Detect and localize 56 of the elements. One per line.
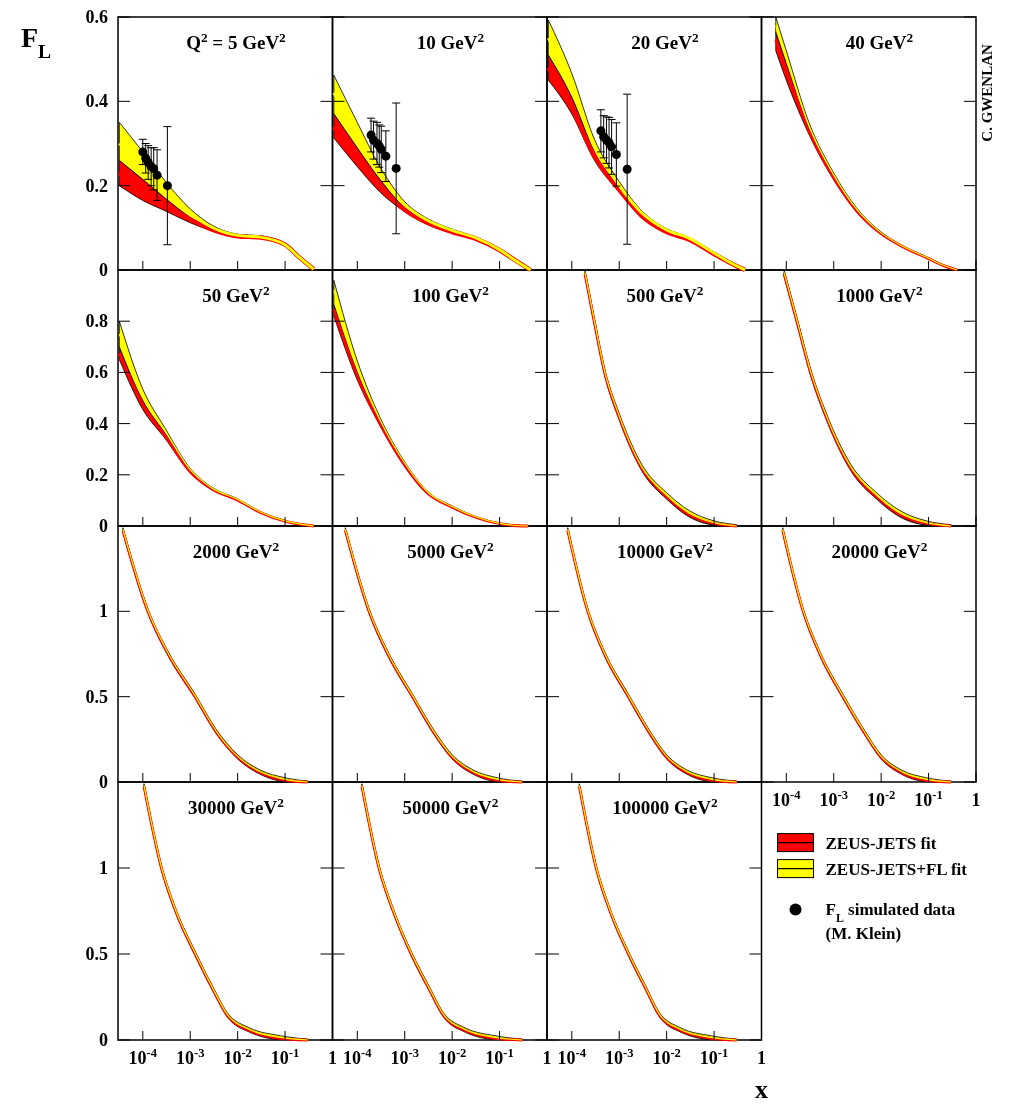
y-tick-label: 0 xyxy=(99,1030,108,1050)
y-tick-label: 0 xyxy=(99,516,108,536)
y-tick-label: 0 xyxy=(99,772,108,792)
x-tick-label: 10$^{-2}$ xyxy=(652,1046,681,1068)
x-tick-label: 10$^{-1}$ xyxy=(914,788,943,810)
x-tick-label: 10$^{-1}$ xyxy=(699,1046,729,1068)
y-tick-label: 0.5 xyxy=(85,686,108,707)
x-axis-title: x xyxy=(755,1075,768,1104)
x-tick-label: 10$^{-2}$ xyxy=(866,788,896,810)
text: 20000 GeV$^{2}$ xyxy=(831,538,928,562)
x-tick-label: 10$^{-4}$ xyxy=(128,1046,158,1068)
x-tick-label: 10$^{-3}$ xyxy=(819,788,848,810)
text: 100000 GeV$^{2}$ xyxy=(612,794,718,818)
y-tick-label: 1 xyxy=(99,601,108,622)
text: Q$^{2}$ = 5 GeV$^{2}$ xyxy=(186,29,287,53)
x-tick-label: 10$^{-2}$ xyxy=(437,1046,467,1068)
text: 5000 GeV$^{2}$ xyxy=(407,538,494,562)
text: 500 GeV$^{2}$ xyxy=(626,282,704,306)
x-tick-label: 10$^{-3}$ xyxy=(604,1046,634,1068)
y-tick-label: 0.6 xyxy=(85,7,108,27)
text: 50000 GeV$^{2}$ xyxy=(402,794,499,818)
x-tick-label: 10$^{-4}$ xyxy=(772,788,802,810)
x-tick-label: 10$^{-3}$ xyxy=(390,1046,419,1068)
text: F$_{L}$ simulated data (M. Klein) xyxy=(825,899,956,943)
x-tick-label: 1 xyxy=(542,1048,552,1068)
y-tick-label: 0.8 xyxy=(85,311,108,332)
text: 30000 GeV$^{2}$ xyxy=(188,794,285,818)
legend-label: ZEUS-JETS+FL fit xyxy=(825,859,968,879)
text: 20 GeV$^{2}$ xyxy=(631,29,699,53)
text: 40 GeV$^{2}$ xyxy=(845,29,914,53)
text: 100 GeV$^{2}$ xyxy=(412,282,490,306)
x-tick-label: 1 xyxy=(971,790,981,810)
y-tick-label: 0.4 xyxy=(85,91,108,112)
x-tick-label: 1 xyxy=(328,1048,337,1068)
text: C. GWENLAN xyxy=(979,43,995,142)
y-tick-label: 0.4 xyxy=(85,413,108,434)
text: 1000 GeV$^{2}$ xyxy=(836,282,923,306)
y-tick-label: 0.6 xyxy=(85,362,108,383)
text: 10000 GeV$^{2}$ xyxy=(617,538,714,562)
x-tick-label: 10$^{-4}$ xyxy=(343,1046,373,1068)
x-tick-label: 10$^{-1}$ xyxy=(485,1046,514,1068)
x-tick-label: 1 xyxy=(757,1048,766,1068)
y-tick-label: 1 xyxy=(99,858,108,878)
x-tick-label: 10$^{-1}$ xyxy=(270,1046,300,1068)
legend-label: ZEUS-JETS fit xyxy=(825,833,937,853)
y-tick-label: 0.2 xyxy=(85,175,108,196)
y-tick-label: 0.2 xyxy=(85,464,108,485)
x-tick-label: 10$^{-2}$ xyxy=(223,1046,252,1068)
text: 50 GeV$^{2}$ xyxy=(202,282,270,306)
y-tick-label: 0 xyxy=(99,260,108,280)
y-axis-title: F$_{L}$ xyxy=(20,22,52,62)
x-tick-label: 10$^{-3}$ xyxy=(175,1046,205,1068)
text: 2000 GeV$^{2}$ xyxy=(192,538,280,562)
text: 10 GeV$^{2}$ xyxy=(416,29,485,53)
y-tick-label: 0.5 xyxy=(85,944,108,964)
x-tick-label: 10$^{-4}$ xyxy=(557,1046,587,1068)
